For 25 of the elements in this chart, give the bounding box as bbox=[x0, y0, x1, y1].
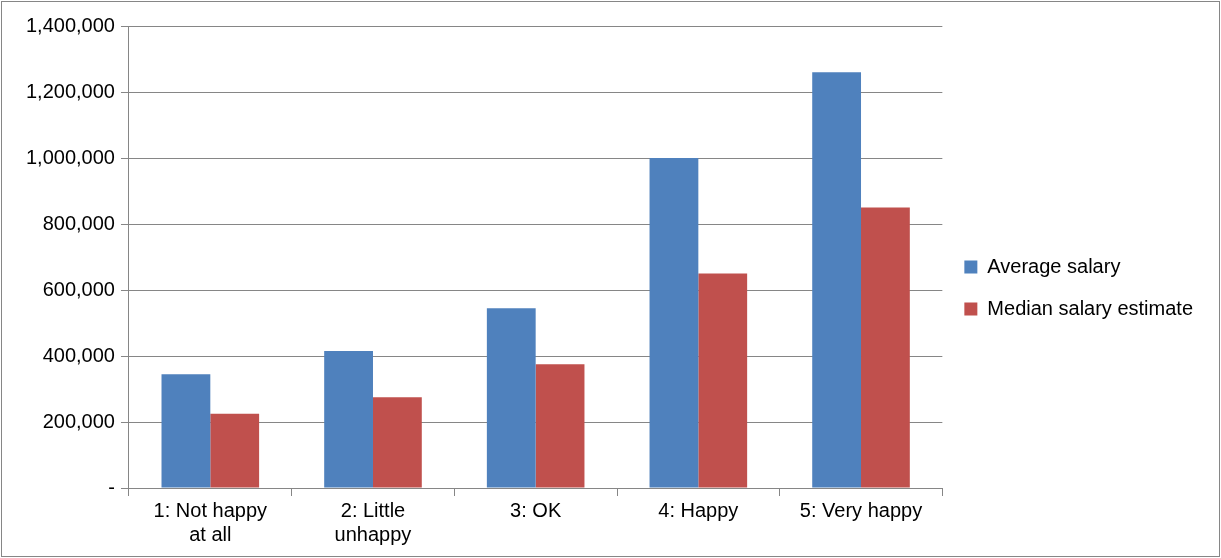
bar bbox=[698, 273, 748, 488]
y-tick-label: 1,400,000 bbox=[25, 13, 115, 36]
legend-label: Median salary estimate bbox=[987, 296, 1194, 319]
x-tick-label: 5: Very happy bbox=[799, 498, 923, 521]
x-tick-label: 3: OK bbox=[510, 498, 562, 521]
y-tick-label: 1,200,000 bbox=[25, 79, 115, 102]
y-tick-label: 600,000 bbox=[42, 277, 115, 300]
y-tick-label: 200,000 bbox=[42, 409, 115, 432]
y-tick-label: - bbox=[108, 475, 115, 498]
bar bbox=[812, 72, 862, 488]
bar bbox=[861, 207, 910, 488]
bar bbox=[210, 413, 260, 488]
y-tick-label: 400,000 bbox=[42, 343, 115, 366]
x-tick-label: 4: Happy bbox=[658, 498, 739, 521]
bar bbox=[649, 158, 699, 488]
y-tick-label: 800,000 bbox=[42, 211, 115, 234]
y-tick-label: 1,000,000 bbox=[25, 145, 115, 168]
bar bbox=[486, 308, 536, 488]
x-tick-label: 1: Not happy at all bbox=[153, 498, 268, 545]
bar bbox=[161, 374, 211, 488]
bar bbox=[535, 364, 585, 488]
x-tick-label: 2: Little unhappy bbox=[334, 498, 412, 545]
bar bbox=[324, 351, 373, 488]
bar bbox=[372, 397, 422, 488]
legend-label: Average salary bbox=[987, 254, 1121, 277]
